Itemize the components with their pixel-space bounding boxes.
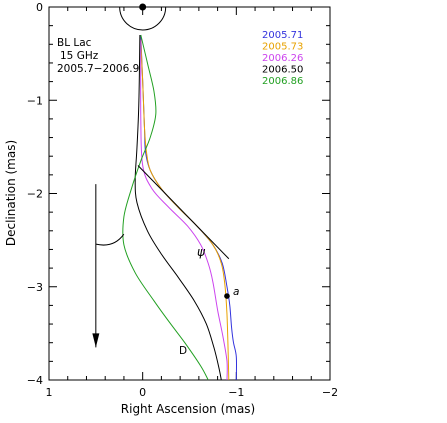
legend-entry-2006-86: 2006.86 bbox=[262, 76, 303, 87]
annotation-marks bbox=[92, 3, 230, 348]
x-tick-label: −1 bbox=[228, 386, 244, 399]
legend-entry-2005-71: 2005.71 bbox=[262, 30, 303, 41]
y-tick-label: −4 bbox=[27, 374, 43, 387]
y-tick-label: −1 bbox=[27, 94, 43, 107]
series-line-2006-86 bbox=[122, 34, 209, 381]
angle-label-psi: ψ bbox=[197, 245, 206, 259]
annotation-frequency: 15 GHz bbox=[60, 50, 99, 62]
tangent-line bbox=[137, 165, 230, 260]
point-label-a: a bbox=[233, 286, 239, 298]
series-line-2006-26 bbox=[140, 39, 228, 381]
core-beam-outline bbox=[119, 6, 167, 31]
y-tick-label: −2 bbox=[27, 188, 43, 201]
legend-entry-2005-73: 2005.73 bbox=[262, 42, 303, 53]
series-line-2005-71 bbox=[140, 34, 238, 381]
y-tick-label: −3 bbox=[27, 281, 43, 294]
series-line-2006-50 bbox=[134, 34, 222, 381]
x-axis-label: Right Ascension (mas) bbox=[121, 402, 255, 416]
core-dot bbox=[139, 3, 147, 11]
x-tick-label: 1 bbox=[46, 386, 53, 399]
legend-entry-2006-26: 2006.26 bbox=[262, 53, 303, 64]
angle-psi-arc bbox=[95, 233, 125, 246]
arrow-label-d: D bbox=[179, 345, 187, 357]
point-a-dot bbox=[224, 293, 230, 299]
x-tick-label: 0 bbox=[139, 386, 146, 399]
annotation-source: BL Lac bbox=[57, 37, 92, 49]
annotation-epochs: 2005.7−2006.9 bbox=[57, 63, 139, 75]
arrow-d-head bbox=[92, 333, 100, 348]
y-axis-label: Declination (mas) bbox=[4, 140, 18, 246]
y-tick-label: 0 bbox=[36, 1, 43, 14]
legend-entry-2006-50: 2006.50 bbox=[262, 65, 303, 76]
x-tick-label: −2 bbox=[322, 386, 338, 399]
axis-ticks: 0 −1 −2 −3 −41 0 −1 −2 bbox=[27, 1, 338, 399]
